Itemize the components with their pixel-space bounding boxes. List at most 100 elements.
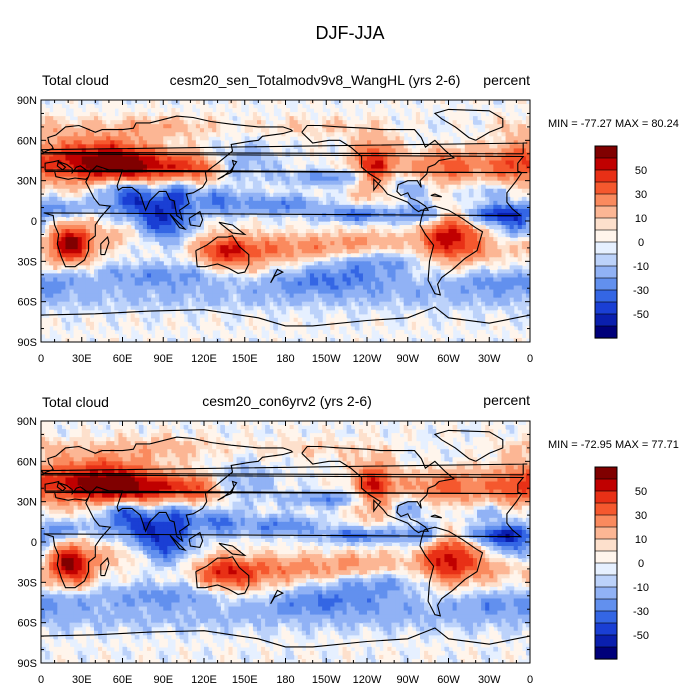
field-cell bbox=[472, 164, 478, 170]
field-cell bbox=[102, 245, 107, 250]
field-cell bbox=[367, 261, 372, 266]
field-cell bbox=[517, 132, 523, 137]
field-cell bbox=[41, 289, 46, 295]
field-cell bbox=[472, 128, 478, 133]
field-cell bbox=[399, 164, 405, 170]
field-cell bbox=[460, 128, 466, 133]
field-cell bbox=[517, 285, 523, 291]
field-cell bbox=[106, 172, 111, 178]
field-cell bbox=[122, 160, 128, 166]
field-cell bbox=[155, 285, 160, 291]
field-cell bbox=[118, 140, 124, 145]
field-cell bbox=[444, 160, 450, 166]
field-cell bbox=[73, 273, 79, 279]
field-cell bbox=[232, 285, 238, 291]
field-cell bbox=[342, 208, 348, 214]
field-cell bbox=[232, 257, 238, 262]
field-cell bbox=[179, 221, 185, 226]
field-cell bbox=[289, 180, 295, 186]
field-cell bbox=[509, 245, 515, 250]
field-cell bbox=[102, 180, 107, 186]
field-cell bbox=[89, 148, 95, 154]
field-cell bbox=[379, 192, 384, 198]
field-cell bbox=[358, 200, 364, 206]
field-cell bbox=[41, 172, 46, 178]
field-cell bbox=[171, 172, 177, 178]
field-cell bbox=[440, 196, 446, 202]
field-cell bbox=[309, 204, 315, 210]
field-cell bbox=[358, 245, 364, 250]
field-cell bbox=[293, 200, 299, 206]
field-cell bbox=[110, 200, 115, 206]
field-cell bbox=[468, 237, 474, 242]
field-cell bbox=[289, 225, 295, 230]
field-cell bbox=[517, 136, 523, 141]
field-cell bbox=[248, 200, 254, 206]
field-cell bbox=[346, 237, 352, 242]
field-cell bbox=[513, 136, 519, 141]
field-cell bbox=[199, 265, 205, 270]
field-cell bbox=[126, 289, 132, 295]
field-cell bbox=[175, 241, 181, 246]
field-cell bbox=[130, 124, 136, 129]
field-cell bbox=[256, 116, 262, 121]
field-cell bbox=[212, 128, 217, 133]
field-cell bbox=[309, 269, 315, 275]
field-cell bbox=[399, 245, 405, 250]
field-cell bbox=[195, 192, 201, 198]
field-cell bbox=[248, 281, 254, 287]
field-cell bbox=[305, 269, 311, 275]
field-cell bbox=[204, 200, 209, 206]
field-cell bbox=[269, 128, 274, 133]
field-cell bbox=[216, 216, 221, 222]
field-cell bbox=[163, 249, 168, 254]
field-cell bbox=[314, 100, 319, 105]
field-cell bbox=[326, 277, 331, 283]
field-cell bbox=[444, 225, 450, 230]
field-cell bbox=[432, 144, 437, 149]
field-cell bbox=[98, 152, 103, 158]
field-cell bbox=[452, 204, 458, 210]
field-cell bbox=[367, 233, 372, 238]
field-cell bbox=[322, 229, 327, 234]
field-cell bbox=[415, 265, 421, 270]
field-cell bbox=[293, 245, 299, 250]
field-cell bbox=[318, 124, 323, 129]
field-cell bbox=[464, 241, 470, 246]
field-cell bbox=[240, 212, 246, 218]
field-cell bbox=[285, 140, 291, 145]
field-cell bbox=[440, 116, 446, 121]
field-cell bbox=[228, 200, 234, 206]
field-cell bbox=[191, 164, 197, 170]
field-cell bbox=[444, 176, 450, 182]
field-cell bbox=[130, 221, 136, 226]
field-cell bbox=[256, 269, 262, 275]
field-cell bbox=[419, 277, 425, 283]
field-cell bbox=[415, 156, 421, 162]
field-cell bbox=[305, 112, 311, 117]
field-cell bbox=[163, 221, 168, 226]
field-cell bbox=[350, 221, 356, 226]
field-cell bbox=[240, 265, 246, 270]
field-cell bbox=[256, 237, 262, 242]
field-cell bbox=[57, 192, 62, 198]
field-cell bbox=[163, 277, 168, 283]
field-cell bbox=[428, 221, 433, 226]
field-cell bbox=[517, 265, 523, 270]
field-cell bbox=[444, 261, 450, 266]
field-cell bbox=[314, 253, 319, 258]
field-cell bbox=[118, 148, 124, 154]
field-cell bbox=[261, 156, 266, 162]
field-cell bbox=[204, 221, 209, 226]
field-cell bbox=[240, 285, 246, 291]
field-cell bbox=[102, 257, 107, 262]
field-cell bbox=[432, 136, 437, 141]
field-cell bbox=[277, 212, 283, 218]
field-cell bbox=[41, 233, 46, 238]
field-cell bbox=[477, 253, 482, 258]
field-cell bbox=[73, 289, 79, 295]
field-cell bbox=[265, 172, 270, 178]
field-cell bbox=[171, 212, 177, 218]
min-max-label: MIN = -77.27 MAX = 80.24 bbox=[548, 118, 679, 130]
field-cell bbox=[501, 229, 507, 234]
